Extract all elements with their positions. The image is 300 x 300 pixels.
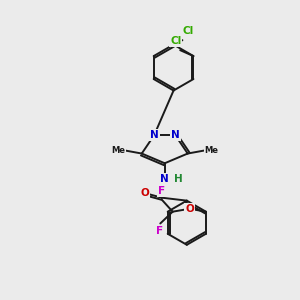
Text: N: N — [150, 130, 158, 140]
Text: Me: Me — [111, 146, 125, 155]
Text: N: N — [171, 130, 180, 140]
Text: O: O — [185, 204, 194, 214]
Text: Me: Me — [205, 146, 218, 155]
Text: Cl: Cl — [183, 26, 194, 36]
Text: N: N — [160, 174, 169, 184]
Text: F: F — [156, 226, 163, 236]
Text: F: F — [158, 186, 165, 197]
Text: H: H — [174, 174, 183, 184]
Text: Cl: Cl — [170, 36, 182, 46]
Text: O: O — [141, 188, 149, 198]
